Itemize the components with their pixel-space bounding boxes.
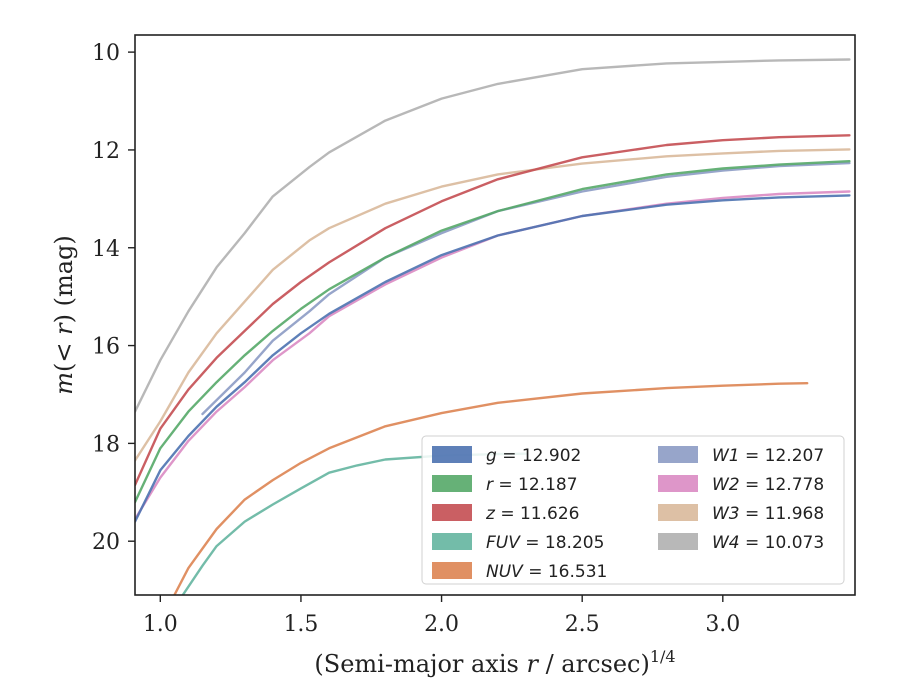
legend-swatch-r [432, 475, 472, 492]
series-line-w4 [135, 58, 851, 413]
series-line-w3 [135, 148, 851, 462]
x-tick-label: 1.5 [283, 612, 318, 637]
plot-frame [134, 34, 856, 596]
legend-label-nuv: NUV = 16.531 [486, 562, 607, 582]
y-axis-label: m(< r) (mag) [50, 235, 78, 395]
series-line-w2 [135, 190, 851, 521]
x-axis-ticks: 1.0 1.5 2.0 2.5 3.0 [143, 595, 740, 637]
y-tick-label: 14 [92, 237, 120, 262]
x-tick-label: 1.0 [143, 612, 178, 637]
y-tick-label: 16 [92, 335, 120, 360]
legend: g = 12.902 r = 12.187 z = 11.626 FUV = 18.2… [421, 435, 845, 585]
legend-swatch-nuv [432, 562, 472, 579]
y-tick-label: 12 [92, 139, 120, 164]
x-tick-label: 3.0 [705, 612, 740, 637]
legend-label-w1: W1 = 12.207 [712, 446, 824, 466]
legend-label-w4: W4 = 10.073 [712, 533, 824, 553]
legend-label-w3: W3 = 11.968 [712, 504, 824, 524]
legend-swatch-z [432, 504, 472, 521]
legend-swatch-w2 [658, 475, 698, 492]
legend-label-g: g = 12.902 [486, 446, 581, 466]
y-tick-label: 10 [92, 41, 120, 66]
legend-label-z: z = 11.626 [485, 504, 579, 524]
y-axis-ticks: 10 12 14 16 18 20 [92, 41, 135, 555]
legend-swatch-w4 [658, 533, 698, 550]
x-tick-label: 2.0 [424, 612, 459, 637]
y-tick-label: 20 [92, 530, 120, 555]
legend-swatch-w3 [658, 504, 698, 521]
legend-swatch-fuv [432, 533, 472, 550]
legend-label-r: r = 12.187 [486, 475, 578, 495]
x-axis-label: (Semi-major axis r / arcsec)1/4 [314, 647, 675, 678]
legend-swatch-g [432, 446, 472, 463]
series-layer [135, 58, 851, 595]
series-line-g [135, 194, 851, 523]
series-line-z [135, 134, 851, 487]
series-line-r [135, 160, 851, 504]
legend-box [421, 435, 845, 585]
series-line-w1 [201, 161, 851, 416]
x-tick-label: 2.5 [565, 612, 600, 637]
series-line-nuv [173, 382, 809, 595]
legend-swatch-w1 [658, 446, 698, 463]
legend-label-w2: W2 = 12.778 [712, 475, 824, 495]
y-tick-label: 18 [92, 432, 120, 457]
legend-label-fuv: FUV = 18.205 [486, 533, 604, 553]
